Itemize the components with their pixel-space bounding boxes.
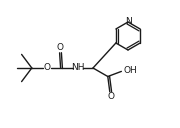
Text: OH: OH [123, 66, 137, 75]
Text: NH: NH [71, 63, 84, 72]
Text: O: O [57, 43, 64, 52]
Text: O: O [44, 63, 51, 72]
Text: N: N [125, 17, 131, 25]
Text: O: O [107, 92, 114, 101]
